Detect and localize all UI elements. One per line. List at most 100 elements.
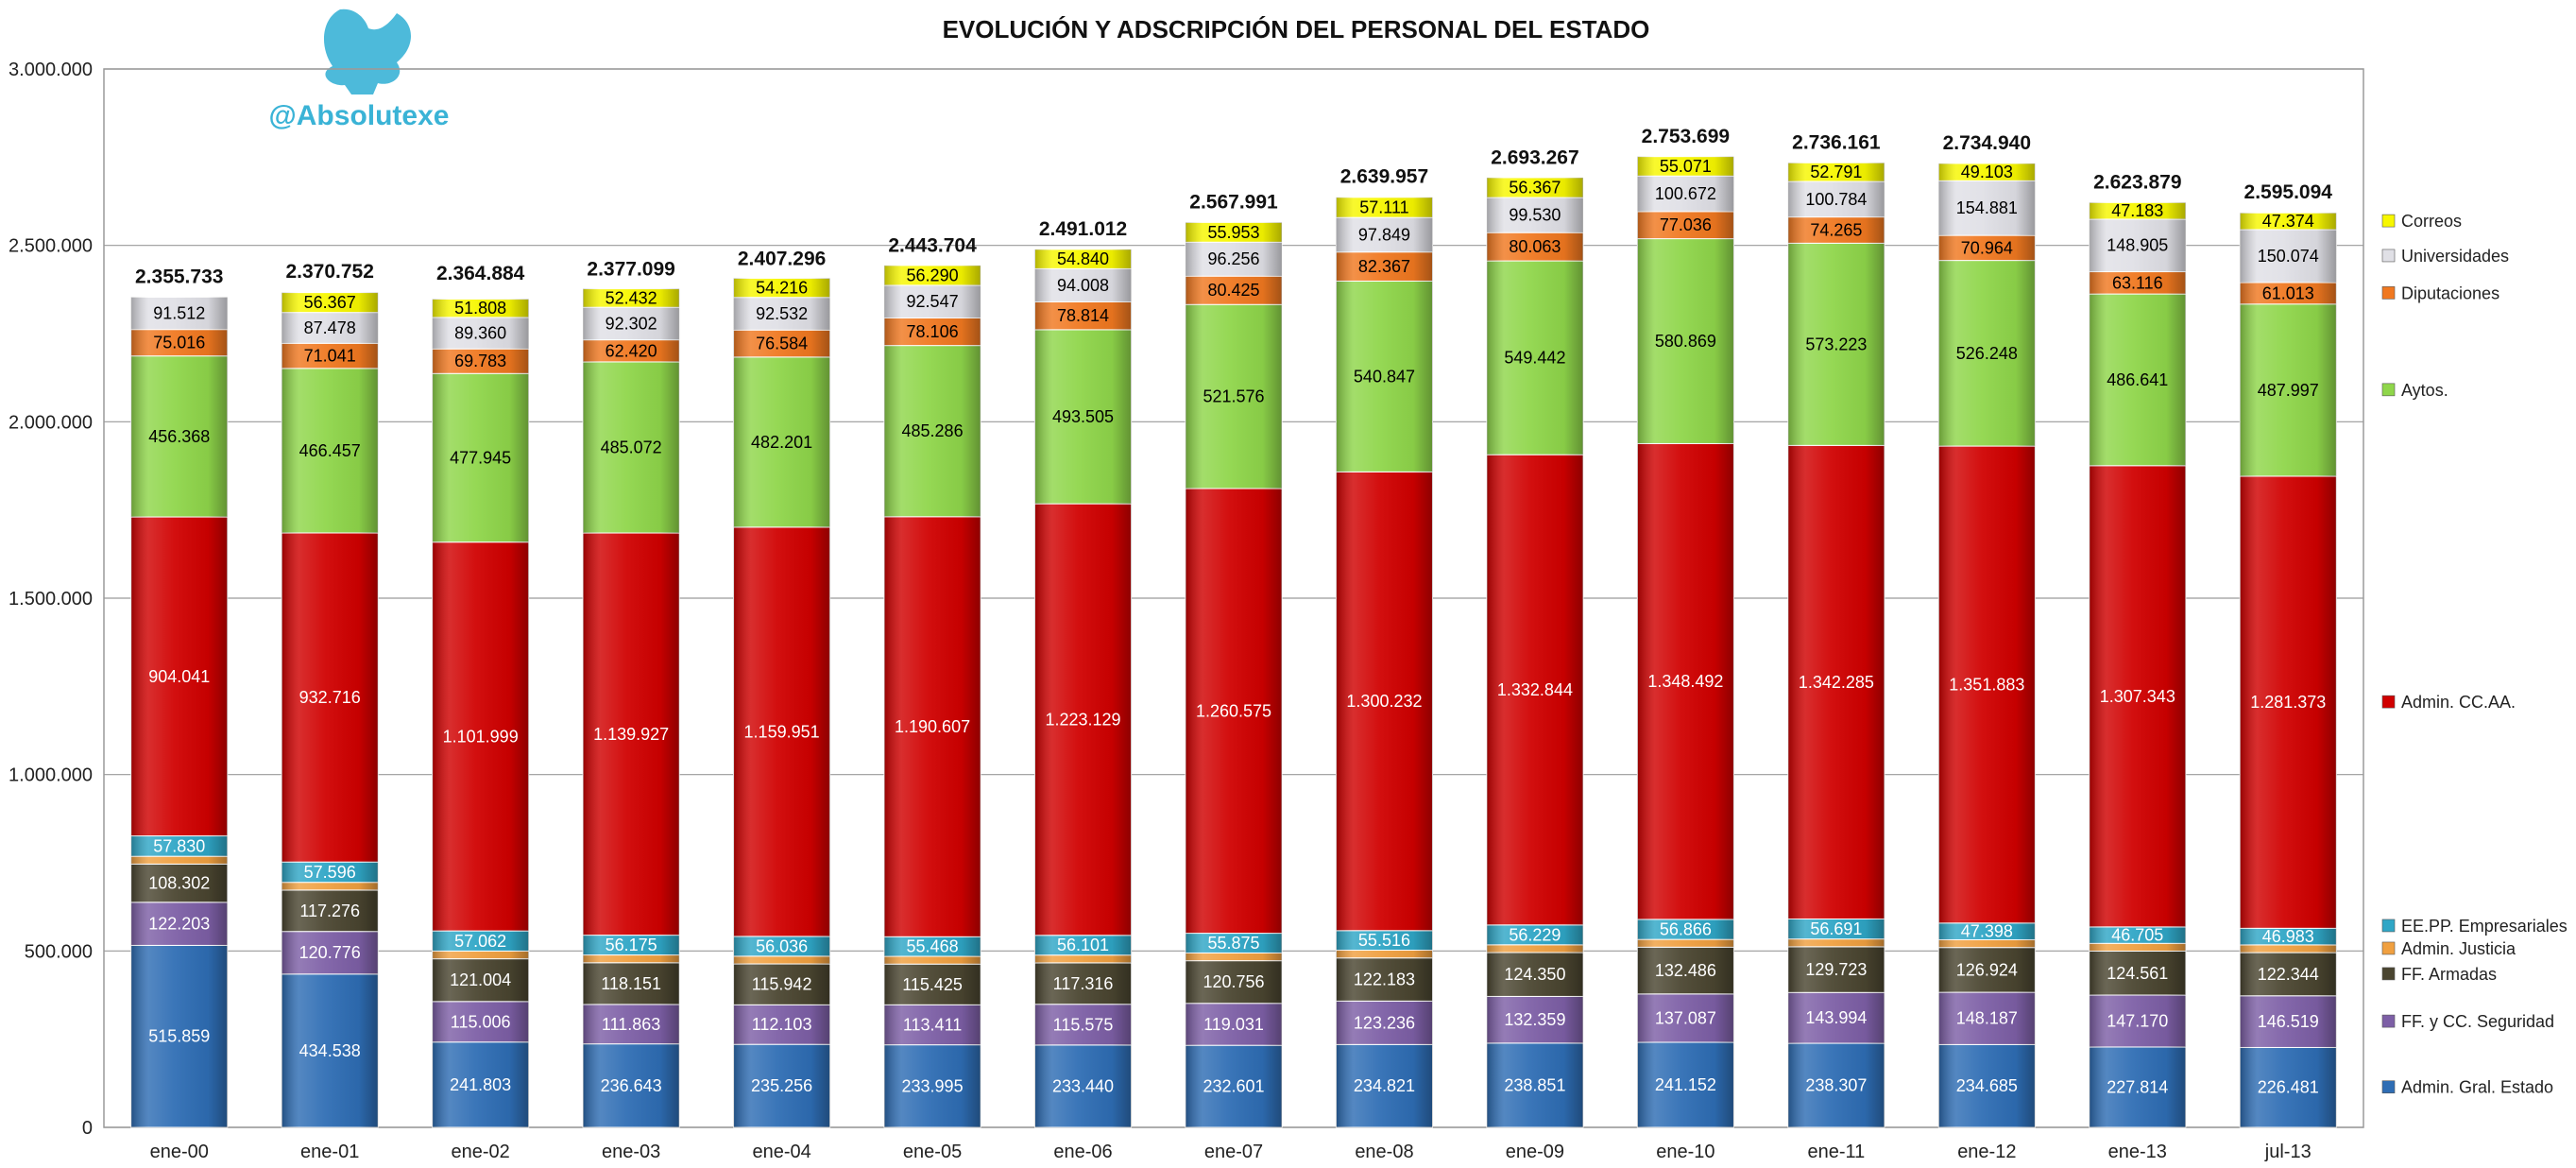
- legend-swatch: [2381, 695, 2396, 709]
- segment-value-label: 100.784: [1805, 190, 1867, 209]
- bar-segment-shading: [1185, 1003, 1283, 1046]
- bar-segment-shading: [1938, 446, 2036, 923]
- segment-value-label: 80.063: [1509, 237, 1561, 256]
- segment-value-label: 120.756: [1203, 972, 1264, 991]
- bar-segment-shading: [281, 312, 379, 344]
- bar-segment-shading: [432, 373, 529, 542]
- segment-value-label: 227.814: [2107, 1077, 2168, 1096]
- legend-swatch: [2381, 941, 2396, 955]
- segment-value-label: 521.576: [1203, 387, 1264, 406]
- legend-label: Admin. Justicia: [2401, 939, 2516, 958]
- bar-segment-shading: [1938, 1044, 2036, 1127]
- x-axis: ene-00 ene-01 ene-02 ene-03 ene-04 ene-05 ene-…: [150, 1142, 2312, 1162]
- segment-value-label: 49.103: [1961, 163, 2013, 181]
- segment-value-label: 111.863: [602, 1015, 660, 1034]
- bar-segment-shading: [1486, 455, 1583, 925]
- bar-segment-shading: [1185, 960, 1283, 1004]
- legend-label: Aytos.: [2401, 381, 2448, 400]
- bar-segment-shading: [884, 345, 981, 517]
- segment-value-label: 112.103: [752, 1015, 812, 1034]
- bar-segment-shading: [2240, 953, 2337, 996]
- bar-segment-shading: [884, 284, 981, 318]
- legend-label: Admin. Gral. Estado: [2401, 1078, 2553, 1097]
- bar-segment-shading: [1486, 232, 1583, 262]
- bar-segment-shading: [2089, 218, 2186, 272]
- bar-segment-shading: [2089, 202, 2186, 219]
- bar-segment-shading: [1486, 1042, 1583, 1127]
- segment-value-label: 55.071: [1660, 157, 1712, 176]
- total-labels: 2.355.733 2.370.752 2.364.884 2.377.099 2.40…: [135, 126, 2332, 288]
- bar-segment-shading: [1336, 950, 1433, 958]
- bar-segment-shading: [583, 339, 680, 362]
- segment-value-label: 1.223.129: [1045, 710, 1120, 729]
- segment-value-label: 87.478: [304, 318, 356, 337]
- segment-value-label: 241.152: [1655, 1075, 1716, 1094]
- segment-value-label: 124.561: [2107, 964, 2168, 983]
- segment-value-label: 236.643: [601, 1076, 662, 1095]
- segment-value-label: 1.139.927: [593, 725, 669, 744]
- segment-value-label: 82.367: [1358, 257, 1410, 276]
- bar-segment-shading: [884, 1044, 981, 1127]
- bar-segment-shading: [1787, 180, 1885, 217]
- bar-segment-shading: [583, 288, 680, 308]
- segment-value-label: 121.004: [450, 970, 511, 989]
- bar-segment-shading: [432, 1041, 529, 1127]
- segment-value-label: 129.723: [1805, 960, 1867, 979]
- legend-label: FF. Armadas: [2401, 965, 2497, 984]
- segment-value-label: 238.851: [1504, 1075, 1565, 1094]
- bar-segment-shading: [733, 356, 830, 527]
- bar-segment-shading: [1637, 176, 1734, 212]
- total-value-label: 2.370.752: [285, 261, 373, 283]
- bar-segment-shading: [2240, 213, 2337, 230]
- x-tick-label: ene-12: [1957, 1142, 2016, 1162]
- bar-segment-shading: [733, 936, 830, 956]
- segment-value-label: 932.716: [299, 688, 361, 707]
- segment-value-label: 117.276: [299, 902, 360, 920]
- x-tick-label: ene-13: [2108, 1142, 2167, 1162]
- bar-segment-shading: [1787, 938, 1885, 947]
- segment-value-label: 154.881: [1956, 198, 2018, 217]
- segment-value-label: 47.374: [2262, 212, 2314, 231]
- segment-value-label: 234.821: [1354, 1076, 1415, 1095]
- bar-segment-shading: [1486, 198, 1583, 233]
- y-tick-label: 2.500.000: [9, 236, 93, 257]
- legend-label: Universidades: [2401, 247, 2509, 266]
- griffin-logo-icon: [323, 9, 411, 94]
- bar-segment-shading: [2089, 1046, 2186, 1127]
- bar-segment-shading: [432, 931, 529, 952]
- segment-value-label: 115.006: [451, 1012, 511, 1031]
- x-tick-label: ene-11: [1807, 1142, 1865, 1162]
- segment-value-label: 137.087: [1655, 1008, 1716, 1027]
- segment-value-label: 466.457: [299, 441, 361, 460]
- bar-segment-shading: [281, 292, 379, 313]
- segment-value-label: 71.041: [304, 347, 356, 366]
- bar-segment-shading: [884, 1005, 981, 1045]
- segment-value-label: 526.248: [1956, 344, 2018, 363]
- total-value-label: 2.734.940: [1943, 132, 2031, 154]
- bar-segment-shading: [281, 343, 379, 369]
- bar-segment-shading: [1336, 1001, 1433, 1045]
- segment-value-label: 120.776: [299, 943, 361, 962]
- bar-segment-shading: [1938, 939, 2036, 948]
- bar-segment-shading: [432, 541, 529, 932]
- bar-segment-shading: [130, 297, 228, 330]
- segment-value-label: 56.367: [304, 293, 356, 312]
- total-value-label: 2.355.733: [135, 266, 223, 288]
- segment-value-label: 96.256: [1207, 249, 1259, 268]
- x-tick-label: ene-04: [752, 1142, 810, 1162]
- bar-segment-shading: [432, 349, 529, 374]
- x-tick-label: ene-09: [1506, 1142, 1564, 1162]
- segment-value-label: 94.008: [1057, 276, 1109, 295]
- bar-segment-shading: [2240, 282, 2337, 304]
- y-tick-label: 3.000.000: [9, 60, 93, 80]
- bar-segment-shading: [1034, 329, 1132, 505]
- segment-value-label: 124.350: [1504, 965, 1565, 984]
- segment-value-label: 92.532: [756, 304, 808, 323]
- bar-segment-shading: [583, 1004, 680, 1044]
- segment-value-label: 91.512: [153, 304, 205, 323]
- watermark-handle: @Absolutexe: [269, 100, 450, 131]
- segment-value-label: 76.584: [756, 335, 808, 353]
- bar-segment-shading: [1938, 235, 2036, 261]
- segment-value-label: 52.432: [606, 288, 657, 307]
- segment-value-label: 57.830: [153, 836, 205, 855]
